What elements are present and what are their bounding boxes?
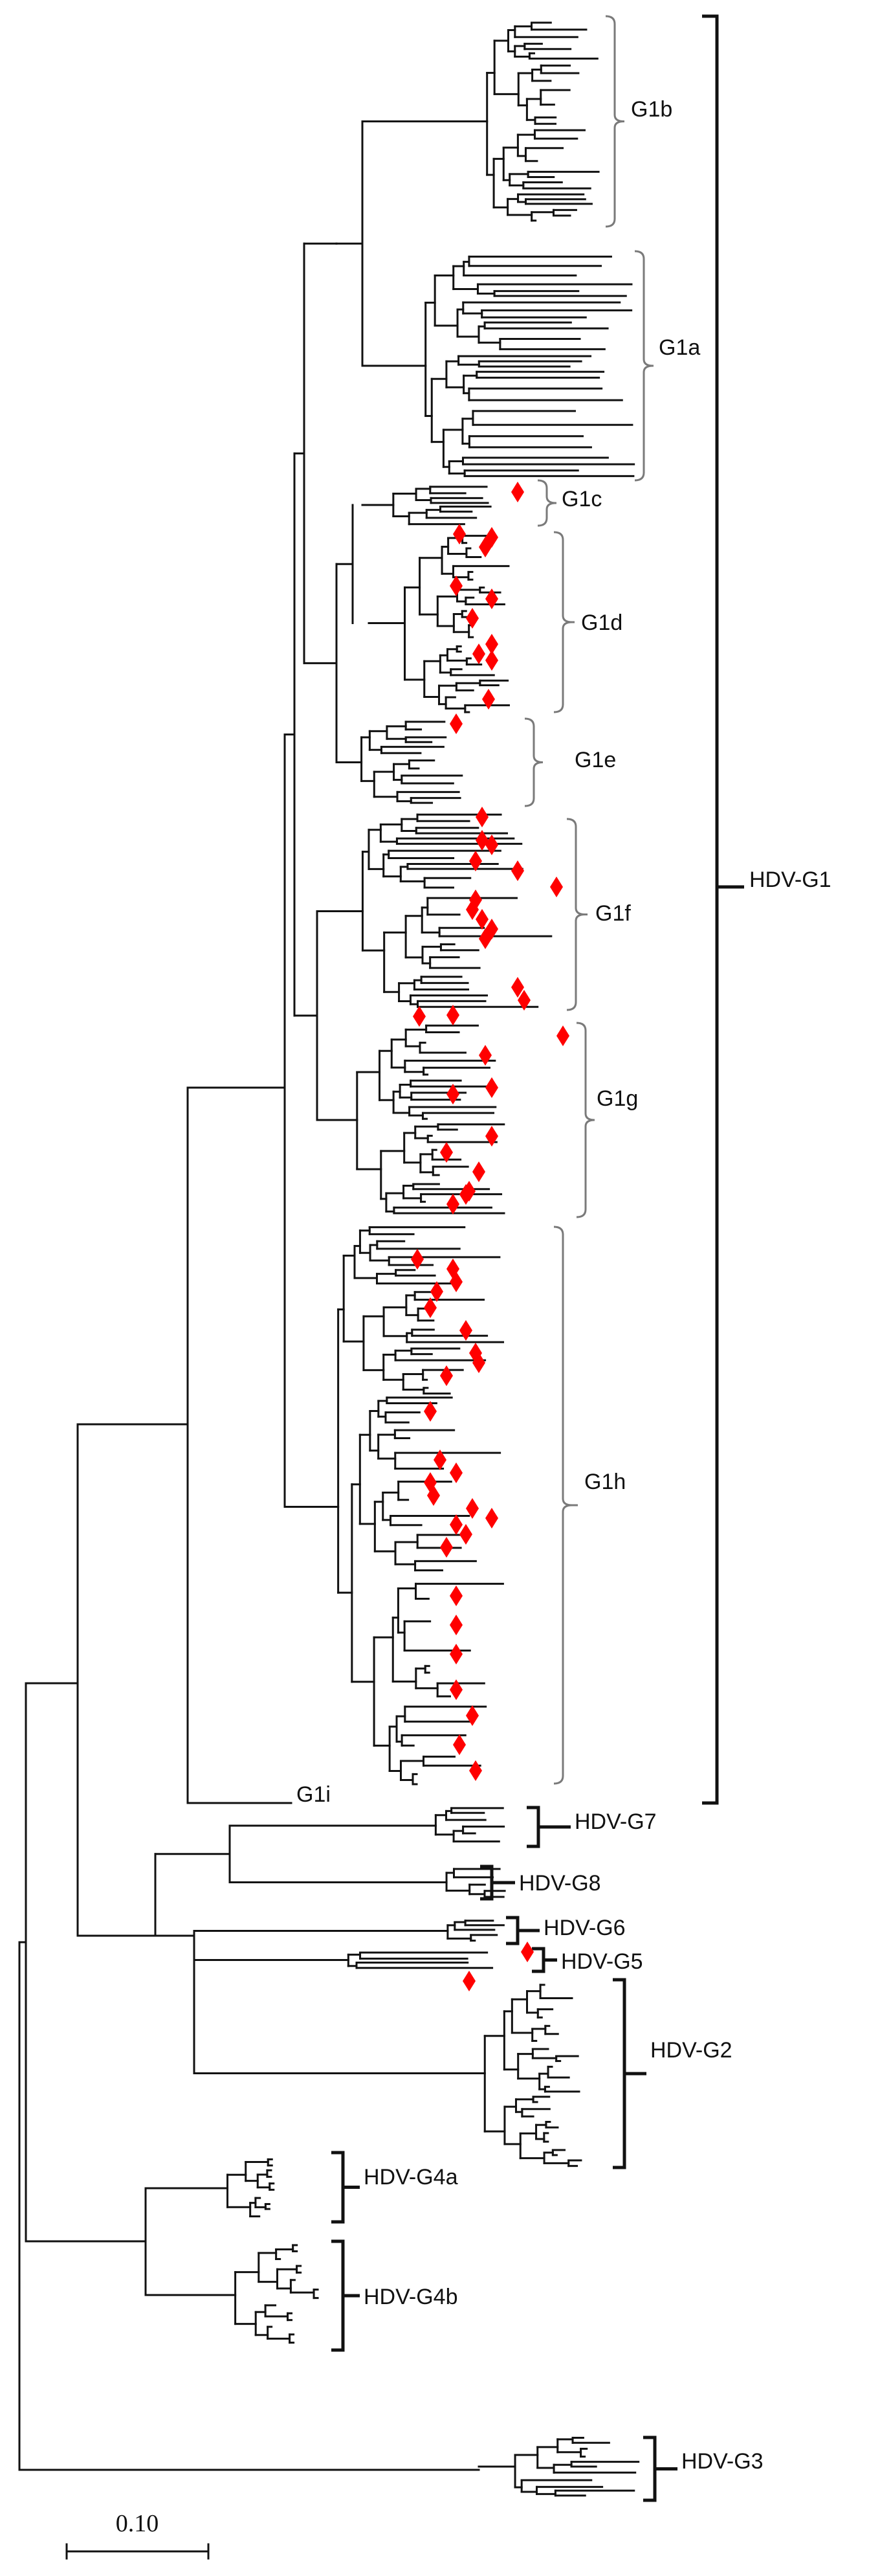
bracket-g1d: [553, 531, 573, 713]
highlight-marker: [450, 1585, 463, 1606]
bracket-g1b: [605, 15, 624, 228]
bracket-hdv-g6: [506, 1916, 520, 1945]
highlight-marker: [440, 1537, 453, 1558]
highlight-marker: [427, 1485, 440, 1506]
bracket-g1a: [634, 250, 654, 482]
highlight-marker: [466, 899, 479, 920]
clade-label-hdv-g2: HDV-G2: [650, 2038, 732, 2063]
bracket-g1c: [537, 479, 556, 527]
highlight-marker: [485, 634, 498, 655]
highlight-marker: [469, 851, 482, 871]
highlight-marker: [459, 1184, 472, 1205]
bracket-hdv-g2: [613, 1978, 626, 2169]
highlight-marker: [450, 1514, 463, 1535]
highlight-markers: [411, 482, 569, 1991]
highlight-marker: [450, 1679, 463, 1700]
highlight-marker: [446, 1005, 459, 1025]
highlight-marker: [511, 482, 524, 502]
highlight-marker: [434, 1450, 446, 1470]
clade-label-g1c: G1c: [562, 487, 602, 511]
highlight-marker: [476, 909, 489, 930]
clade-label-hdv-g3: HDV-G3: [681, 2449, 764, 2474]
highlight-marker: [453, 524, 466, 544]
highlight-marker: [466, 1705, 479, 1726]
highlight-marker: [440, 1142, 453, 1163]
highlight-marker: [430, 1281, 443, 1302]
highlight-marker: [466, 608, 479, 629]
clade-label-hdv-g4b: HDV-G4b: [364, 2285, 458, 2309]
clade-brackets: [331, 14, 744, 2502]
bracket-hdv-g4a: [331, 2151, 345, 2224]
highlight-marker: [482, 689, 495, 710]
highlight-marker: [450, 1271, 463, 1292]
highlight-marker: [550, 877, 563, 897]
highlight-marker: [479, 537, 492, 557]
clade-label-hdv-g1: HDV-G1: [749, 868, 831, 892]
clade-label-g1h: G1h: [584, 1470, 626, 1494]
highlight-marker: [413, 1006, 426, 1027]
highlight-marker: [479, 928, 492, 949]
bracket-hdv-g4b: [331, 2239, 345, 2352]
highlight-marker: [450, 576, 463, 596]
highlight-marker: [453, 1734, 466, 1755]
highlight-marker: [446, 1084, 459, 1104]
highlight-marker: [472, 1352, 485, 1373]
clade-label-g1f: G1f: [595, 901, 631, 926]
clade-label-g1d: G1d: [581, 610, 622, 635]
clade-label-g1b: G1b: [631, 97, 672, 122]
bracket-g1g: [576, 1022, 595, 1218]
highlight-marker: [485, 650, 498, 671]
scale-bar-label: 0.10: [116, 2510, 159, 2537]
bracket-g1e: [524, 717, 544, 807]
bracket-g1f: [566, 818, 586, 1011]
highlight-marker: [472, 1161, 485, 1182]
highlight-marker: [411, 1249, 424, 1270]
scale-bar: 0.10: [65, 2510, 210, 2560]
highlight-marker: [450, 1615, 463, 1635]
highlight-marker: [466, 1498, 479, 1519]
clade-label-hdv-g5: HDV-G5: [561, 1949, 643, 1974]
highlight-marker: [479, 1045, 492, 1066]
highlight-marker: [476, 830, 489, 851]
highlight-marker: [463, 1971, 476, 1991]
bracket-hdv-g7: [527, 1806, 540, 1848]
clade-label-hdv-g4a: HDV-G4a: [364, 2165, 458, 2190]
bracket-hdv-g3: [643, 2436, 657, 2502]
highlight-marker: [485, 1077, 498, 1098]
clade-label-hdv-g7: HDV-G7: [575, 1809, 657, 1834]
clade-label-hdv-g6: HDV-G6: [544, 1916, 626, 1940]
highlight-marker: [424, 1401, 437, 1422]
highlight-marker: [511, 977, 524, 998]
highlight-marker: [518, 990, 531, 1011]
highlight-marker: [424, 1297, 437, 1318]
highlight-marker: [485, 588, 498, 609]
highlight-marker: [440, 1365, 453, 1386]
highlight-marker: [485, 1126, 498, 1147]
highlight-marker: [469, 1760, 482, 1781]
highlight-marker: [485, 834, 498, 855]
highlight-marker: [472, 644, 485, 664]
highlight-marker: [450, 713, 463, 734]
highlight-marker: [521, 1942, 534, 1962]
tree-branches: [18, 21, 640, 2497]
clade-label-hdv-g8: HDV-G8: [519, 1871, 601, 1896]
bracket-hdv-g1: [702, 14, 719, 1805]
clade-label-g1a: G1a: [659, 335, 700, 360]
highlight-marker: [556, 1025, 569, 1046]
highlight-marker: [450, 1462, 463, 1483]
highlight-marker: [485, 1508, 498, 1529]
clade-label-g1g: G1g: [597, 1086, 638, 1111]
highlight-marker: [511, 860, 524, 881]
highlight-marker: [450, 1644, 463, 1664]
highlight-marker: [446, 1194, 459, 1215]
highlight-marker: [476, 807, 489, 827]
clade-label-g1i: G1i: [296, 1782, 331, 1807]
bracket-g1h: [553, 1226, 573, 1785]
highlight-marker: [459, 1524, 472, 1545]
clade-label-g1e: G1e: [575, 748, 616, 772]
highlight-marker: [459, 1320, 472, 1341]
